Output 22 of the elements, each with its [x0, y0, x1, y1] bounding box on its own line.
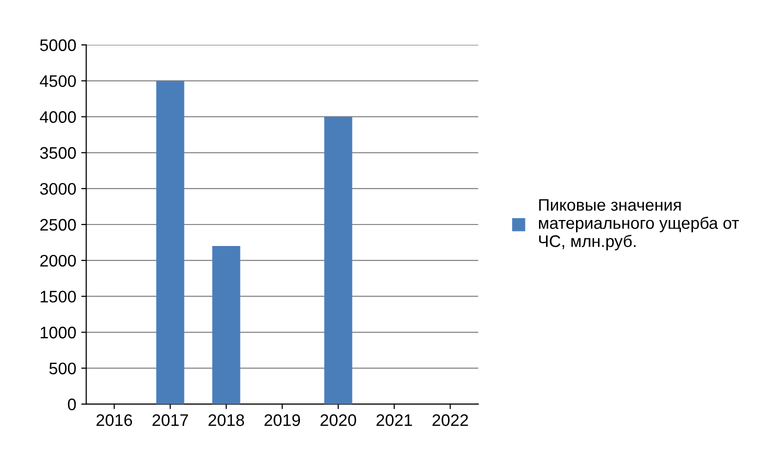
bar	[324, 116, 352, 404]
y-tick-label: 2500	[40, 218, 76, 231]
y-tick-label: 500	[49, 362, 76, 374]
y-tick-label: 1000	[40, 326, 76, 338]
x-tick-label: 2020	[320, 414, 356, 426]
y-tick-label: 5000	[40, 39, 76, 52]
y-tick-label: 1500	[40, 290, 76, 303]
x-tick-label: 2022	[432, 414, 468, 426]
y-tick-label: 4000	[40, 111, 76, 123]
y-tick-label: 2000	[40, 254, 76, 267]
y-tick-label: 0	[68, 398, 76, 410]
y-tick-label: 3000	[40, 182, 76, 195]
bar	[156, 80, 184, 404]
x-tick-label: 2019	[264, 414, 300, 426]
x-tick-label: 2017	[152, 414, 188, 426]
y-tick-label: 4500	[40, 75, 76, 88]
x-tick-label: 2021	[376, 414, 412, 426]
legend-label: Пиковые значения материального ущерба от ЧС, млн.руб.	[538, 199, 739, 250]
x-tick-label: 2016	[96, 414, 132, 426]
x-tick-label: 2018	[208, 414, 244, 426]
y-tick-label: 3500	[40, 147, 76, 159]
bar	[212, 246, 240, 404]
